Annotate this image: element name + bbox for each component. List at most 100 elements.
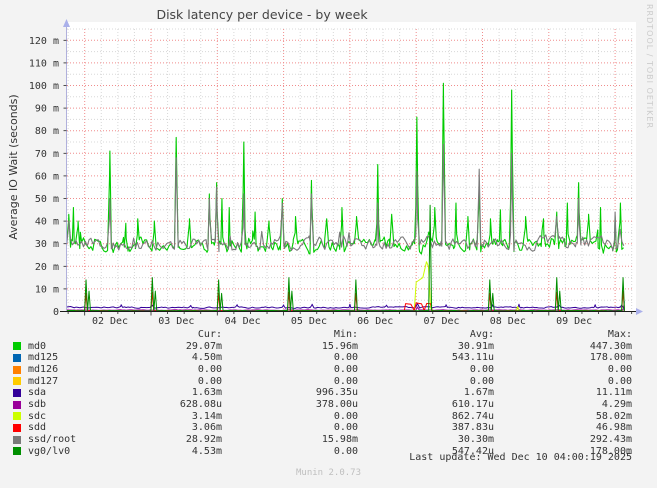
legend-value-max: 292.43m [589, 433, 632, 445]
legend-device: sdb [0, 399, 170, 411]
legend-color-swatch [13, 424, 21, 433]
y-tick-label: 90 m [35, 104, 59, 115]
legend-value-avg: 387.83u [451, 422, 494, 434]
legend-device-name: md125 [28, 352, 59, 364]
series-line-sda [66, 302, 625, 309]
legend-row: md125 4.50m 0.00 543.11u 178.00m [0, 352, 632, 364]
legend-value-max: 178.00m [589, 445, 632, 457]
y-tick-label: 20 m [35, 262, 59, 273]
x-tick-label: 05 Dec [291, 316, 327, 327]
y-tick-label: 0 [53, 307, 59, 318]
legend-row: sdb 628.08u 378.00u 610.17u 4.29m [0, 399, 632, 411]
legend-value-min: 0.00 [333, 445, 358, 457]
legend-device: sdc [0, 411, 170, 423]
legend-value-avg: 547.42u [451, 445, 494, 457]
last-update: Last update: Wed Dec 10 04:00:19 2025 [409, 452, 632, 463]
x-tick-label: 04 Dec [225, 316, 261, 327]
legend-row: md0 29.07m 15.96m 30.91m 447.30m [0, 341, 632, 353]
legend-value-max: 0.00 [607, 363, 632, 375]
legend-value-cur: 628.08u [179, 398, 222, 410]
munin-version: Munin 2.0.73 [295, 468, 362, 478]
y-axis-arrow-icon [63, 19, 70, 27]
legend-color-swatch [13, 435, 21, 444]
x-tick-label: 06 Dec [357, 316, 393, 327]
legend-row: sda 1.63m 996.35u 1.67m 11.11m [0, 387, 632, 399]
rrdtool-watermark: RRDTOOL / TOBI OETIKER [645, 4, 654, 130]
legend-device-name: sdc [28, 410, 47, 422]
legend-color-swatch [13, 354, 21, 363]
y-tick-label: 80 m [35, 126, 59, 137]
legend-value-cur: 1.63m [191, 387, 222, 399]
legend-value-max: 0.00 [607, 375, 632, 387]
y-tick-label: 30 m [35, 239, 59, 250]
legend-value-min: 378.00u [315, 398, 358, 410]
legend-value-max: 178.00m [589, 352, 632, 364]
legend-value-max: 58.02m [595, 410, 632, 422]
legend-device-name: sda [28, 387, 47, 399]
y-tick-label: 120 m [29, 36, 59, 47]
plot-canvas [67, 22, 636, 312]
legend-device: md125 [0, 352, 170, 364]
legend-device: sda [0, 387, 170, 399]
legend-row: ssd/root 28.92m 15.98m 30.30m 292.43m [0, 434, 632, 446]
legend-color-swatch [13, 377, 21, 386]
legend-device-name: sdd [28, 422, 47, 434]
x-tick-label: 03 Dec [158, 316, 194, 327]
legend-color-swatch [13, 412, 21, 421]
legend-value-cur: 0.00 [197, 375, 222, 387]
legend-value-min: 0.00 [333, 422, 358, 434]
series-line-ssd-root [66, 143, 625, 253]
legend-header-min: Min: [333, 329, 358, 340]
legend-row: sdc 3.14m 0.00 862.74u 58.02m [0, 411, 632, 423]
y-tick-label: 10 m [35, 284, 59, 295]
legend-value-avg: 1.67m [463, 387, 494, 399]
legend-value-cur: 4.53m [191, 445, 222, 457]
x-axis-arrow-icon [636, 308, 643, 315]
x-tick-label: 07 Dec [423, 316, 459, 327]
legend-row: md127 0.00 0.00 0.00 0.00 [0, 376, 632, 388]
y-tick-label: 70 m [35, 149, 59, 160]
legend-value-cur: 0.00 [197, 363, 222, 375]
legend-header-max: Max: [607, 329, 632, 340]
legend-device: md126 [0, 364, 170, 376]
y-tick-label: 100 m [29, 81, 59, 92]
legend-device-name: md0 [28, 340, 47, 352]
legend-value-max: 4.29m [601, 398, 632, 410]
legend-table: Cur: Min: Avg: Max: md0 29.07m 15.96m 30.91m 447… [0, 329, 632, 457]
x-tick-label: 08 Dec [490, 316, 526, 327]
legend-header-row: Cur: Min: Avg: Max: [0, 329, 632, 341]
legend-color-swatch [13, 400, 21, 409]
x-tick-label: 02 Dec [92, 316, 128, 327]
legend-device: sdd [0, 422, 170, 434]
legend-device-name: vg0/lv0 [28, 445, 71, 457]
legend-value-max: 11.11m [595, 387, 632, 399]
legend-value-min: 0.00 [333, 352, 358, 364]
y-tick-label: 50 m [35, 194, 59, 205]
legend-value-avg: 610.17u [451, 398, 494, 410]
legend-value-max: 447.30m [589, 340, 632, 352]
legend-device-name: md127 [28, 375, 59, 387]
y-tick-label: 60 m [35, 171, 59, 182]
legend-row: vg0/lv0 4.53m 0.00 547.42u 178.00m [0, 446, 632, 458]
legend-value-min: 0.00 [333, 363, 358, 375]
legend-header-avg: Avg: [469, 329, 494, 340]
legend-value-min: 0.00 [333, 410, 358, 422]
legend-header-cur: Cur: [197, 329, 222, 340]
axes [60, 19, 643, 316]
legend-value-min: 15.96m [321, 340, 358, 352]
legend-value-avg: 0.00 [469, 375, 494, 387]
legend-value-avg: 0.00 [469, 363, 494, 375]
legend-value-cur: 4.50m [191, 352, 222, 364]
legend-value-cur: 28.92m [185, 433, 222, 445]
legend-color-swatch [13, 389, 21, 398]
graph-title: Disk latency per device - by week [156, 7, 368, 22]
y-tick-label: 110 m [29, 58, 59, 69]
legend-row: sdd 3.06m 0.00 387.83u 46.98m [0, 422, 632, 434]
legend-device: vg0/lv0 [0, 446, 170, 458]
legend-value-cur: 29.07m [185, 340, 222, 352]
legend-row: md126 0.00 0.00 0.00 0.00 [0, 364, 632, 376]
legend-color-swatch [13, 365, 21, 374]
legend-value-cur: 3.06m [191, 422, 222, 434]
legend-device-name: ssd/root [28, 433, 77, 445]
legend-color-swatch [13, 342, 21, 351]
